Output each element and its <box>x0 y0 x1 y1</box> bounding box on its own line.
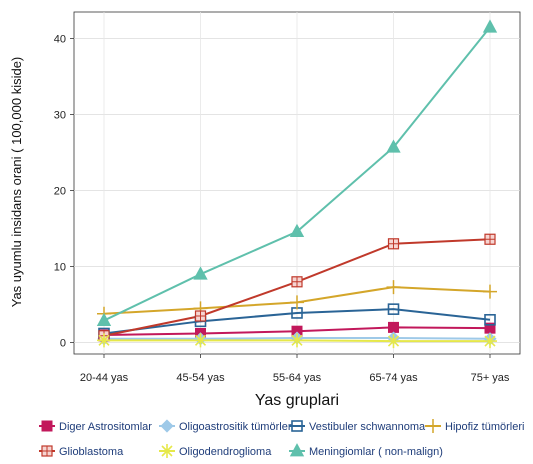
x-axis-title: Yas gruplari <box>255 392 339 409</box>
legend-label: Hipofiz tümörleri <box>445 421 524 433</box>
x-tick-label: 75+ yas <box>471 372 510 384</box>
legend-item-2: Vestibuler schwannoma <box>289 420 426 433</box>
legend-swatch-marker <box>426 419 440 433</box>
data-point-s5-2 <box>290 333 304 348</box>
data-point-s3-2 <box>290 295 304 310</box>
legend-swatch-marker <box>289 443 305 457</box>
data-point-s5-4 <box>483 334 497 349</box>
x-tick-label: 20-44 yas <box>80 372 129 384</box>
y-tick-label: 30 <box>54 110 66 122</box>
data-point-s5-3 <box>386 334 401 349</box>
gridlines <box>74 12 520 354</box>
data-point-s3-4 <box>483 284 497 299</box>
data-point-s4-3-cross <box>388 238 399 249</box>
data-point-s2-4 <box>484 313 496 326</box>
data-point-s4-2-cross <box>292 276 302 287</box>
legend-swatch-marker <box>291 420 303 432</box>
series-markers <box>96 19 498 349</box>
series-line-2 <box>103 308 491 335</box>
y-tick-label: 40 <box>54 34 66 46</box>
legend-label: Meningiomlar ( non-malign) <box>309 446 443 458</box>
y-tick-label: 0 <box>60 338 66 350</box>
legend-label: Oligodendroglioma <box>179 446 272 458</box>
data-point-s4-4-cross <box>485 234 495 245</box>
data-point-s4-3 <box>387 238 400 250</box>
x-tick-label: 55-64 yas <box>273 372 322 384</box>
legend-item-0: Diger Astrositomlar <box>39 420 152 433</box>
data-point-s2-3 <box>387 303 400 315</box>
x-tick-label: 45-54 yas <box>176 372 225 384</box>
legend-item-1: Oligoastrositik tümörler <box>159 419 292 433</box>
legend-label: Vestibuler schwannoma <box>309 421 426 433</box>
data-point-s0-3 <box>388 321 399 333</box>
data-point-s6-0 <box>96 312 112 326</box>
data-point-s4-2 <box>291 276 303 288</box>
y-tick-label: 10 <box>54 262 66 274</box>
data-point-s6-3 <box>386 139 401 153</box>
data-point-s4-4 <box>484 233 496 245</box>
legend-swatch-marker <box>160 419 174 433</box>
legend-swatch-marker <box>41 445 53 457</box>
y-axis-title: Yas uyumlu insidans orani ( 100,000 kisi… <box>9 57 24 308</box>
data-point-s3-3 <box>386 280 401 295</box>
y-tick-label: 20 <box>54 186 66 198</box>
x-axis-ticks: 20-44 yas 45-54 yas 55-64 yas 65-74 yas 75+ … <box>80 354 510 384</box>
legend-item-6: Meningiomlar ( non-malign) <box>289 443 443 458</box>
data-point-s5-0 <box>97 333 111 348</box>
legend-label: Glioblastoma <box>59 446 124 458</box>
legend-swatch-marker <box>41 420 53 432</box>
data-point-s4-1-cross <box>195 311 206 321</box>
legend-swatch-marker-cross <box>42 446 52 456</box>
data-point-s5-1 <box>193 333 208 348</box>
legend-item-3: Hipofiz tümörleri <box>425 419 524 433</box>
data-point-s6-4 <box>482 19 498 33</box>
legend-label: Diger Astrositomlar <box>59 421 152 433</box>
y-axis-ticks: 0 10 20 30 40 <box>54 34 74 350</box>
data-point-s6-2 <box>289 223 305 238</box>
x-tick-label: 65-74 yas <box>369 372 418 384</box>
data-point-s4-1 <box>194 310 207 322</box>
data-point-s6-1 <box>193 266 208 280</box>
legend-item-4: Glioblastoma <box>39 445 124 458</box>
legend-label: Oligoastrositik tümörler <box>179 421 292 433</box>
legend-swatch-marker <box>160 444 174 458</box>
legend: Diger Astrositomlar Oligoastrositik tümör… <box>39 419 524 458</box>
legend-item-5: Oligodendroglioma <box>159 444 272 458</box>
